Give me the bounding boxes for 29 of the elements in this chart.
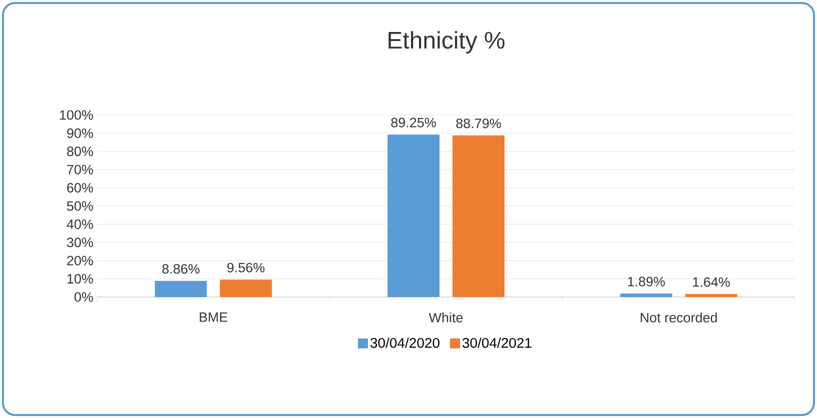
bar	[154, 280, 207, 297]
y-tick-label: 40%	[66, 219, 93, 229]
y-tick-label: 20%	[67, 256, 93, 266]
y-tick-label: 0%	[74, 292, 93, 302]
bar	[452, 135, 505, 297]
y-tick-label: 60%	[67, 183, 93, 193]
y-tick-label: 90%	[67, 128, 93, 138]
data-label: 88.79%	[456, 118, 501, 128]
data-label: 1.64%	[693, 277, 730, 287]
y-tick-label: 100%	[60, 110, 93, 120]
legend-label: 30/04/2020	[370, 338, 440, 348]
bar	[620, 294, 672, 297]
y-tick-label: 50%	[67, 201, 93, 211]
y-tick-label: 30%	[66, 238, 93, 248]
data-label: 1.89%	[628, 276, 665, 286]
bar	[388, 134, 440, 297]
bar	[685, 294, 738, 297]
data-label: 89.25%	[391, 118, 436, 128]
x-tick-label: BME	[200, 312, 228, 322]
data-label: 9.56%	[227, 262, 264, 272]
bar	[220, 280, 272, 297]
y-tick-label: 70%	[67, 164, 93, 174]
x-tick-label: White	[428, 312, 463, 322]
y-tick-label: 80%	[67, 146, 93, 156]
y-tick-label: 10%	[67, 274, 93, 284]
data-label: 8.86%	[162, 264, 200, 274]
x-tick-label: Not recorded	[640, 312, 717, 322]
legend-label: 30/04/2021	[462, 338, 532, 348]
chart-title: Ethnicity %	[388, 31, 504, 54]
